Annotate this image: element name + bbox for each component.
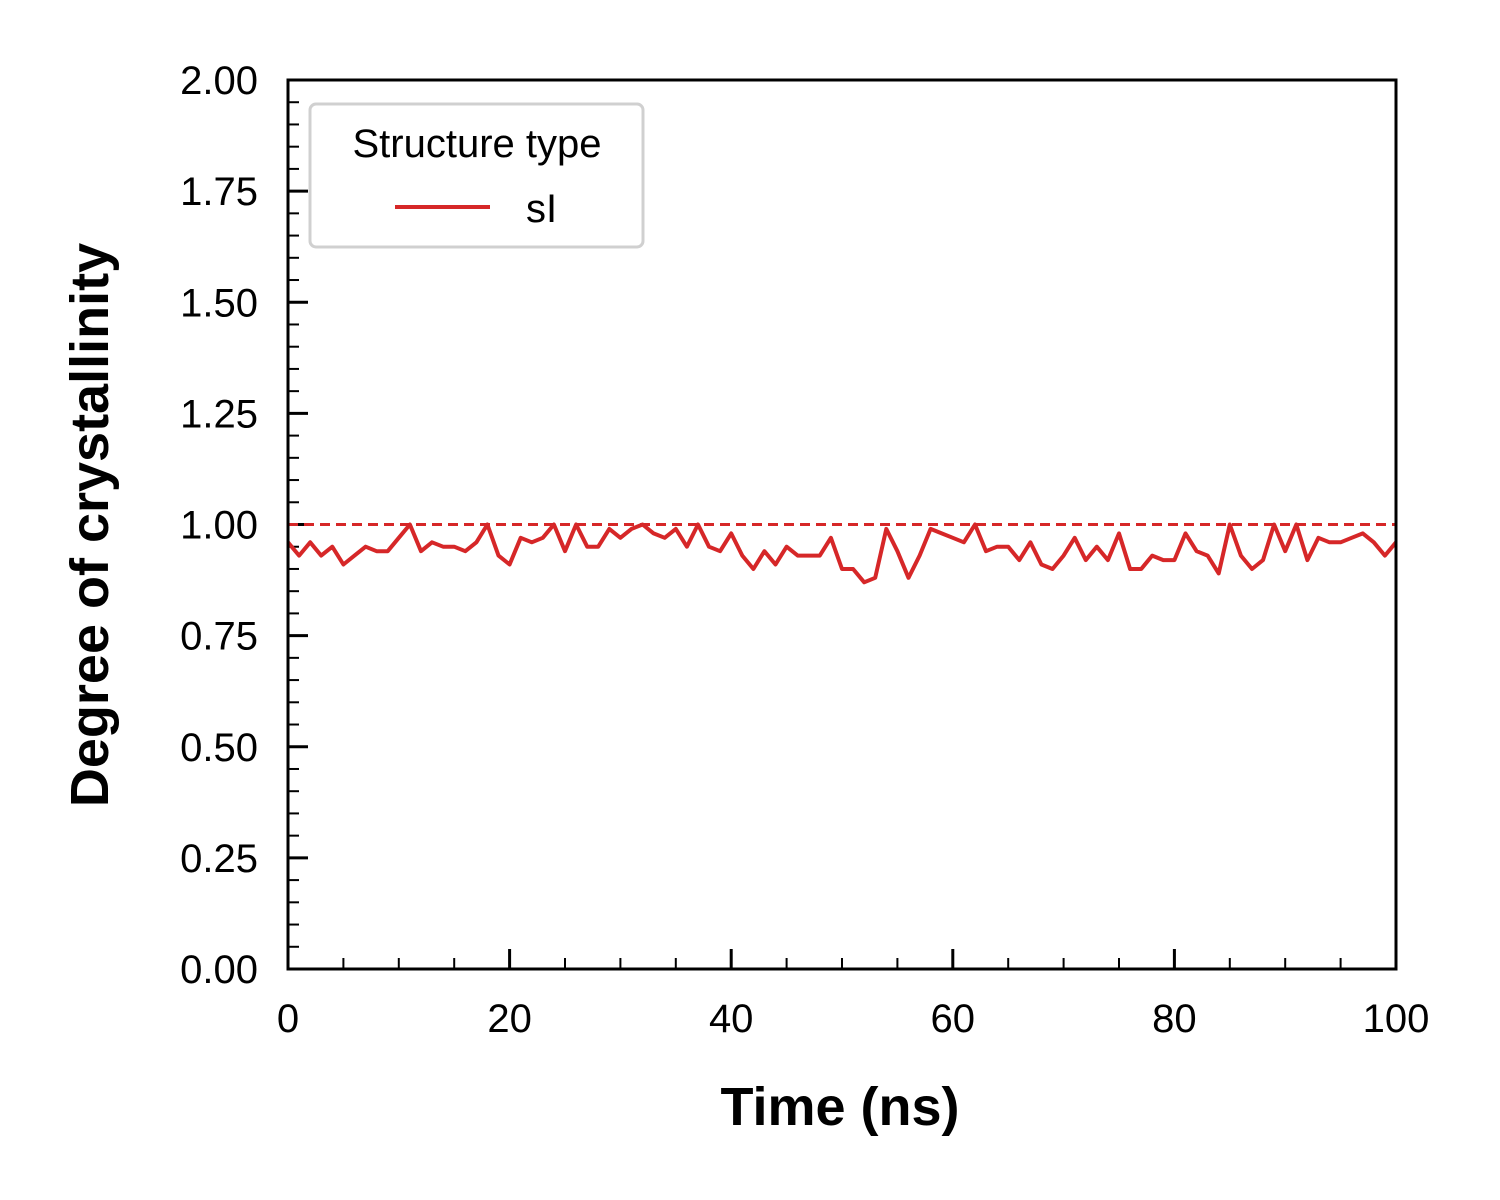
x-tick-label: 40 — [709, 997, 754, 1041]
legend-title: Structure type — [352, 122, 601, 166]
y-axis-title: Degree of crystallinity — [60, 243, 120, 807]
y-tick-label: 1.00 — [180, 504, 258, 548]
y-tick-label: 0.25 — [180, 837, 258, 881]
y-tick-label: 1.50 — [180, 281, 258, 325]
x-axis-ticks: 0 20 40 60 80 100 — [277, 949, 1430, 1041]
y-tick-label: 0.75 — [180, 615, 258, 659]
y-tick-label: 0.50 — [180, 726, 258, 770]
y-axis-ticks: 0.00 0.25 0.50 0.75 1.00 1.25 1.50 1.75 2.00 — [180, 59, 308, 992]
series-line — [286, 522, 1398, 585]
x-tick-label: 60 — [931, 997, 976, 1041]
x-axis-title: Time (ns) — [720, 1077, 959, 1137]
y-tick-label: 1.75 — [180, 170, 258, 214]
x-minor-ticks — [342, 958, 1342, 969]
legend-label: sI — [526, 187, 557, 231]
x-tick-label: 80 — [1152, 997, 1197, 1041]
legend-box — [308, 102, 645, 249]
plot-frame — [286, 78, 1398, 971]
x-tick-label: 20 — [487, 997, 532, 1041]
series-group — [286, 522, 1398, 585]
x-tick-label: 100 — [1363, 997, 1430, 1041]
legend: Structure type sI — [308, 102, 645, 249]
y-minor-ticks — [288, 101, 299, 948]
y-tick-label: 0.00 — [180, 948, 258, 992]
x-tick-label: 0 — [277, 997, 299, 1041]
y-tick-label: 2.00 — [180, 59, 258, 103]
y-tick-label: 1.25 — [180, 392, 258, 436]
